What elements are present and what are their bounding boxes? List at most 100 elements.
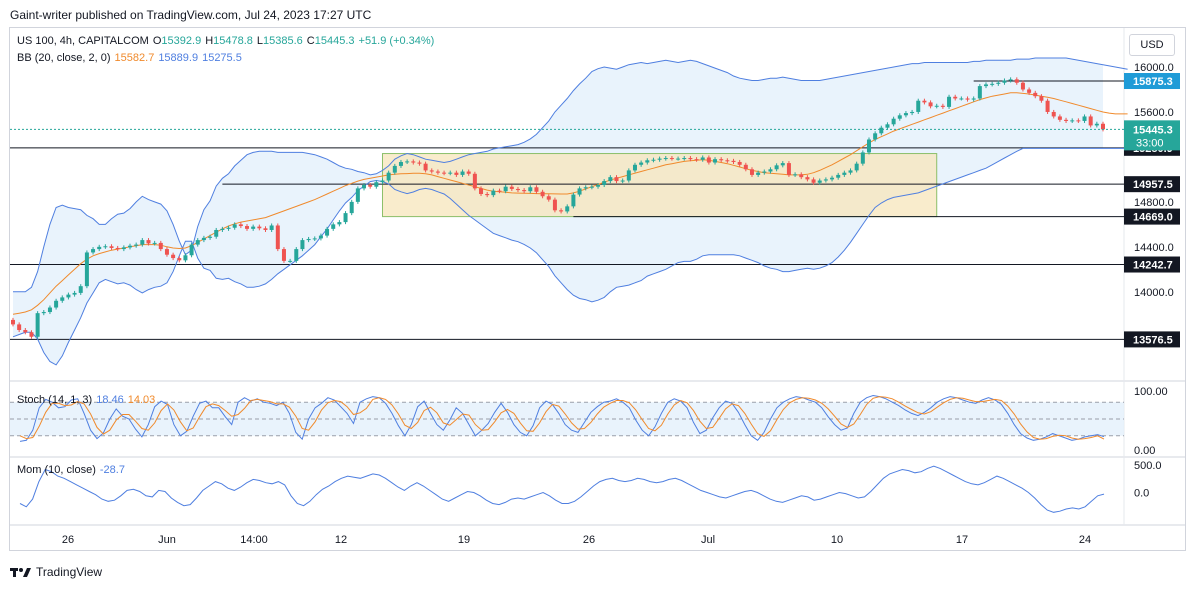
candle <box>1033 92 1038 97</box>
candle <box>497 190 502 192</box>
candle <box>158 242 163 250</box>
mom-tick-label: 500.0 <box>1134 460 1162 472</box>
candle <box>152 242 157 244</box>
candle <box>195 240 200 245</box>
candle <box>245 226 250 229</box>
level-price-tag <box>1124 176 1180 193</box>
candle <box>392 165 397 173</box>
high-value: 15478.8 <box>213 35 253 47</box>
candle <box>54 300 59 308</box>
candle <box>922 100 927 103</box>
candle <box>768 169 773 172</box>
candle <box>226 227 231 229</box>
candle <box>965 98 970 100</box>
candle <box>41 312 46 314</box>
candle <box>466 171 471 174</box>
candle <box>774 165 779 170</box>
candle <box>737 161 742 165</box>
candle <box>1064 119 1069 121</box>
level-price-label: 13576.5 <box>1133 334 1173 346</box>
time-axis-label: 12 <box>335 534 347 546</box>
candle <box>552 199 557 211</box>
candle <box>146 240 151 244</box>
candle <box>953 96 958 99</box>
price-tick-label: 14800.0 <box>1134 197 1174 209</box>
candle <box>1002 80 1007 83</box>
stoch-k-line <box>19 394 1105 442</box>
candle <box>1101 123 1105 130</box>
candle <box>608 177 613 182</box>
candle <box>731 160 736 162</box>
candle <box>201 237 206 241</box>
candle <box>411 161 416 163</box>
candle <box>66 294 71 298</box>
bb-lower-value: 15275.5 <box>202 52 242 64</box>
level-price-label: 15875.3 <box>1133 76 1173 88</box>
candle <box>442 172 447 174</box>
candle <box>756 172 761 175</box>
currency-button[interactable]: USD <box>1129 34 1175 56</box>
candle <box>817 180 822 183</box>
candle <box>657 158 662 160</box>
candle <box>522 190 527 192</box>
candle <box>688 158 693 160</box>
time-axis-label: 26 <box>583 534 595 546</box>
candle <box>1082 116 1087 121</box>
open-label: O <box>152 35 162 47</box>
candle <box>947 96 952 107</box>
candle <box>294 249 299 261</box>
candle <box>891 118 896 125</box>
candle <box>959 98 964 100</box>
candle <box>632 164 637 171</box>
candle <box>700 157 705 160</box>
candle <box>214 229 219 237</box>
candle <box>743 164 748 170</box>
candle <box>343 213 348 223</box>
candle <box>540 191 545 197</box>
stoch-d-value: 14.03 <box>127 394 156 406</box>
candle <box>589 186 594 188</box>
candle <box>84 252 89 287</box>
candle <box>1051 111 1056 117</box>
candle <box>29 332 34 337</box>
candle <box>626 170 631 181</box>
candle <box>355 188 360 202</box>
bb-upper-value: 15889.9 <box>158 52 199 64</box>
bb-legend: BB (20, close, 2, 0) 15582.7 15889.9 15275.… <box>17 52 246 64</box>
candle <box>780 163 785 166</box>
candle <box>183 255 188 261</box>
candle <box>72 292 77 295</box>
candle <box>251 226 256 229</box>
candle <box>368 185 373 187</box>
candle <box>860 152 865 164</box>
footer-brand[interactable]: TradingView <box>10 565 102 579</box>
bb-basis-value: 15582.7 <box>114 52 155 64</box>
candle <box>509 186 514 189</box>
price-tick-label: 14000.0 <box>1134 287 1174 299</box>
candle <box>60 297 65 301</box>
candle <box>762 171 767 173</box>
candle <box>374 182 379 187</box>
candle <box>602 181 607 186</box>
stoch-label: Stoch (14, 1, 3) <box>17 394 93 406</box>
candle <box>1057 116 1062 120</box>
candle <box>23 330 28 333</box>
candle <box>269 225 274 230</box>
level-price-label: 14669.0 <box>1133 212 1173 224</box>
close-value: 15445.3 <box>314 35 355 47</box>
time-axis-label: 19 <box>458 534 470 546</box>
candle <box>971 98 976 100</box>
open-value: 15392.9 <box>161 35 202 47</box>
stoch-tick-label: 0.00 <box>1134 445 1155 457</box>
candle <box>177 258 182 261</box>
candle <box>380 180 385 183</box>
candle <box>103 246 108 248</box>
low-label: L <box>256 35 264 47</box>
candle <box>1020 82 1025 90</box>
candle <box>386 172 391 181</box>
low-value: 15385.6 <box>263 35 303 47</box>
candle <box>491 190 496 196</box>
price-tick-label: 16000.0 <box>1134 62 1174 74</box>
candle <box>706 157 711 163</box>
